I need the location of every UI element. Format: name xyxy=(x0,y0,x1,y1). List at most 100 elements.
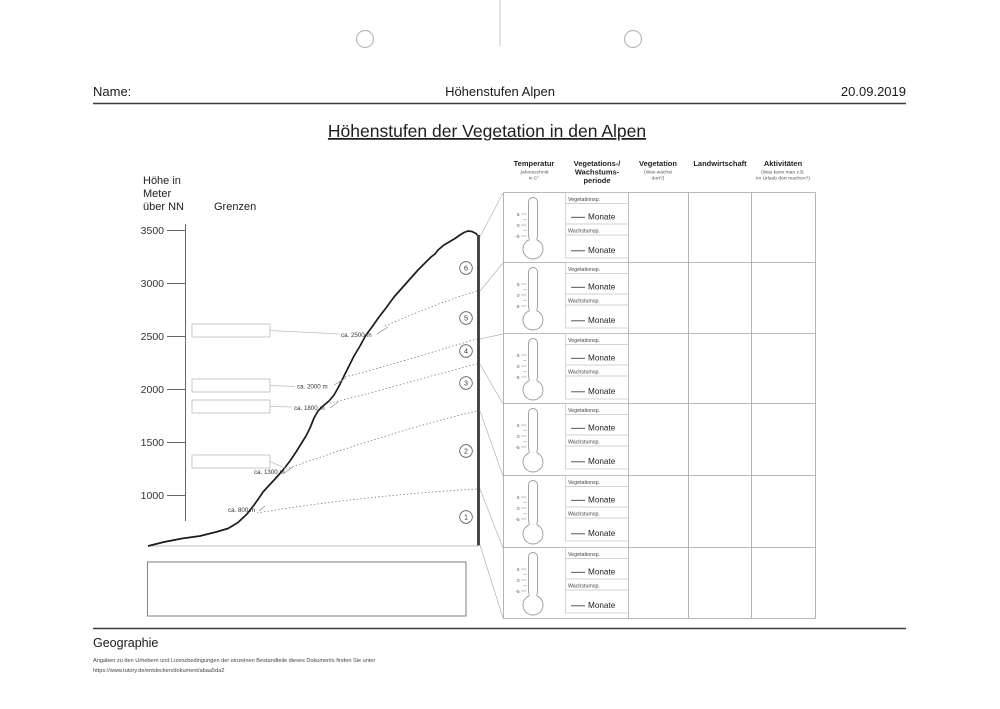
svg-text:6: 6 xyxy=(464,264,468,273)
column-header-aktivitaeten-sub: (Was kann man z.B. xyxy=(761,170,805,176)
axis-tick-label: 3000 xyxy=(141,278,165,290)
subject-label: Geographie xyxy=(93,636,158,650)
axis-title-line1: Höhe in xyxy=(143,175,181,187)
svg-text:-5: -5 xyxy=(515,445,520,451)
axis-tick-label: 3500 xyxy=(141,225,165,237)
svg-text:3: 3 xyxy=(464,379,468,388)
growth-period-label: Wachstumsp. xyxy=(568,584,600,590)
table-row: 5 0 -5 Vegetationsp. Monate Wachstumsp. … xyxy=(515,403,629,473)
boundary-label: ca. 1300 m xyxy=(254,469,285,476)
zone-marker-6: 6 xyxy=(459,261,473,275)
months-label: Monate xyxy=(588,601,616,610)
boundary-label: ca. 1800 m xyxy=(294,405,325,412)
mountain-profile xyxy=(147,230,479,547)
boundary-label: ca. 2500 m xyxy=(341,332,372,339)
months-label: Monate xyxy=(588,387,616,396)
document-title: Höhenstufen Alpen xyxy=(445,84,555,99)
months-label: Monate xyxy=(588,316,616,325)
months-label: Monate xyxy=(588,283,616,292)
worksheet-footer: Geographie Angaben zu den Urhebern und L… xyxy=(93,627,906,674)
growth-period-label: Wachstumsp. xyxy=(568,370,600,376)
period-cell: Vegetationsp. Monate Wachstumsp. Monate xyxy=(565,192,629,259)
months-label: Monate xyxy=(588,529,616,538)
table-row: 5 0 -5 Vegetationsp. Monate Wachstumsp. … xyxy=(515,192,629,260)
svg-text:0: 0 xyxy=(517,293,520,299)
growth-period-label: Wachstumsp. xyxy=(568,512,600,518)
worksheet-header: Name: Höhenstufen Alpen 20.09.2019 xyxy=(93,84,906,105)
vegetation-period-label: Vegetationsp. xyxy=(568,480,600,486)
zone-marker-5: 5 xyxy=(459,311,473,325)
column-header-periode: periode xyxy=(583,176,610,185)
svg-text:0: 0 xyxy=(517,364,520,370)
print-marks xyxy=(355,0,643,49)
zone-to-row-connectors xyxy=(479,192,504,619)
table-column-headers: Temperatur Jahresschnitt in C° Vegetatio… xyxy=(514,159,811,185)
axis-tick-label: 2500 xyxy=(141,331,165,343)
zone-name-fill-in-box xyxy=(191,378,271,393)
license-text-line2: https://www.tutory.de/entdecken/dokument… xyxy=(93,668,224,674)
fill-in-box-connectors xyxy=(269,330,341,470)
page-title: Höhenstufen der Vegetation in den Alpen xyxy=(328,121,646,141)
zone-marker-1: 1 xyxy=(459,510,473,524)
zone-name-fill-in-box xyxy=(191,399,271,414)
growth-period-label: Wachstumsp. xyxy=(568,440,600,446)
table-row: 5 0 -5 Vegetationsp. Monate Wachstumsp. … xyxy=(515,262,629,331)
months-label: Monate xyxy=(588,457,616,466)
period-cell: Vegetationsp. Monate Wachstumsp. Monate xyxy=(565,475,629,542)
vegetation-period-label: Vegetationsp. xyxy=(568,552,600,558)
svg-text:0: 0 xyxy=(517,578,520,584)
zone-boundary-line-2000 xyxy=(344,338,478,378)
elevation-diagram: Höhe in Meter über NN Grenzen 3500 3000 … xyxy=(141,175,504,619)
months-label: Monate xyxy=(588,354,616,363)
months-label: Monate xyxy=(588,246,616,255)
zone-boundary-line-2500 xyxy=(384,290,478,327)
svg-text:0: 0 xyxy=(517,506,520,512)
zone-name-fill-in-box xyxy=(191,323,271,338)
boundary-label: ca. 2000 m xyxy=(297,384,328,391)
svg-text:5: 5 xyxy=(517,495,520,501)
table-row: 5 0 -5 Vegetationsp. Monate Wachstumsp. … xyxy=(515,333,629,401)
column-header-temperatur-sub: in C° xyxy=(529,176,540,182)
license-text-line1: Angaben zu den Urhebern und Lizenzbeding… xyxy=(93,658,376,664)
svg-text:4: 4 xyxy=(464,347,468,356)
thermometer-icon: 5 0 -5 xyxy=(515,338,544,401)
column-header-periode: Wachstums- xyxy=(575,168,620,177)
table-row: 5 0 -5 Vegetationsp. Monate Wachstumsp. … xyxy=(515,475,629,545)
zone-boundary-line-1800 xyxy=(329,363,478,404)
thermometer-icon: 5 0 -5 xyxy=(515,480,544,545)
zone-marker-4: 4 xyxy=(459,344,473,358)
axis-tick-label: 1500 xyxy=(141,437,165,449)
name-label: Name: xyxy=(93,84,131,99)
svg-text:5: 5 xyxy=(517,353,520,359)
months-label: Monate xyxy=(588,213,616,222)
axis-tick-label: 1000 xyxy=(141,490,165,502)
thermometer-icon: 5 0 -5 xyxy=(515,552,544,616)
period-cell: Vegetationsp. Monate Wachstumsp. Monate xyxy=(565,403,629,470)
growth-period-label: Wachstumsp. xyxy=(568,299,600,305)
svg-text:-5: -5 xyxy=(515,304,520,310)
punch-hole-right-icon xyxy=(623,29,643,49)
zone-marker-2: 2 xyxy=(459,444,473,458)
vegetation-period-label: Vegetationsp. xyxy=(568,408,600,414)
boundary-label: ca. 800 m xyxy=(228,507,255,514)
growth-period-label: Wachstumsp. xyxy=(568,229,600,235)
column-header-temperatur-sub: Jahresschnitt xyxy=(520,170,549,176)
column-header-aktivitaeten: Aktivitäten xyxy=(764,159,803,168)
months-label: Monate xyxy=(588,424,616,433)
grenzen-label: Grenzen xyxy=(214,201,256,213)
thermometer-icon: 5 0 -5 xyxy=(515,267,544,331)
svg-text:5: 5 xyxy=(517,282,520,288)
svg-text:5: 5 xyxy=(517,212,520,218)
svg-text:-5: -5 xyxy=(515,589,520,595)
zone-boundary-lines xyxy=(256,290,478,514)
elevation-axis: 3500 3000 2500 2000 1500 1000 xyxy=(141,224,186,521)
vegetation-period-label: Vegetationsp. xyxy=(568,197,600,203)
punch-hole-left-icon xyxy=(355,29,375,49)
zone-boundary-line-1300 xyxy=(288,410,478,469)
zone-marker-3: 3 xyxy=(459,376,473,390)
zone-markers: 6 5 4 3 2 1 xyxy=(459,261,473,524)
info-table: Temperatur Jahresschnitt in C° Vegetatio… xyxy=(503,159,816,619)
fill-in-boxes xyxy=(191,323,341,470)
svg-text:0: 0 xyxy=(517,434,520,440)
